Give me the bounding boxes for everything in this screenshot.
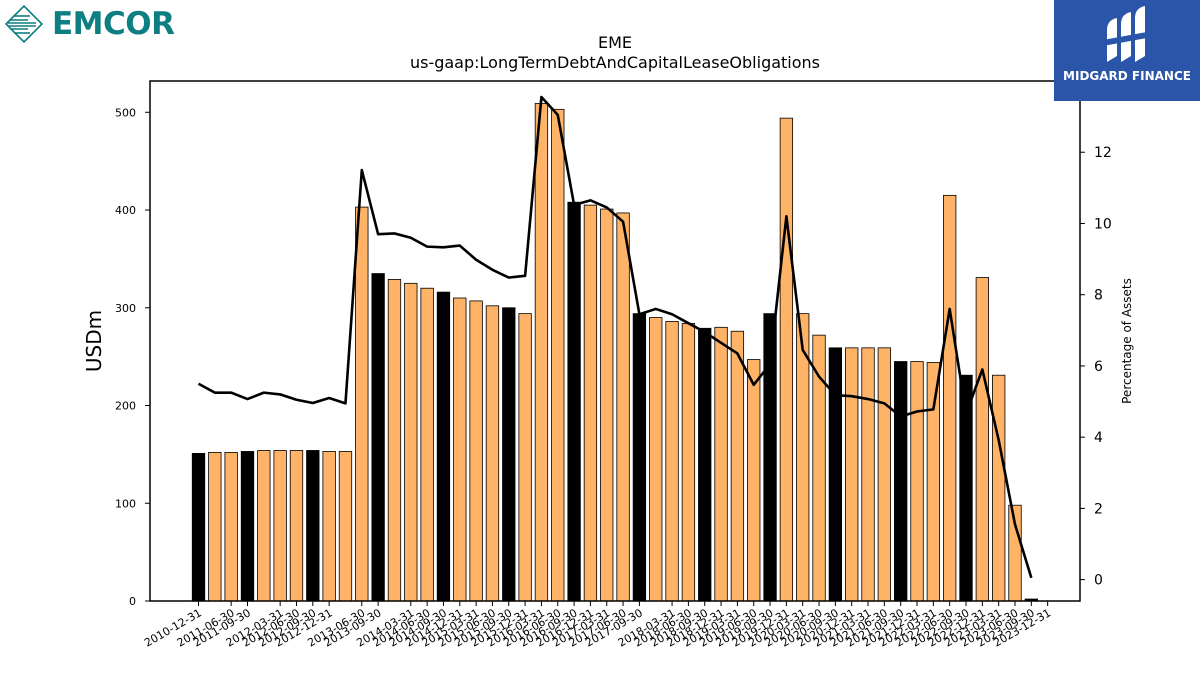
bar-2017-09-30 (632, 313, 647, 602)
bar-2014-09-30 (436, 291, 451, 602)
bar-2016-12-31 (583, 204, 598, 602)
bar-2021-06-30 (877, 347, 892, 602)
bar-2020-09-30 (828, 347, 843, 602)
y-axis: 0 100 200 300 400 500 (115, 106, 150, 608)
bar-2013-03-31 (338, 451, 353, 602)
emcor-logo-icon (4, 4, 44, 44)
x-axis: 2010-12-312011-06-302011-09-302012-03-31… (142, 601, 1053, 650)
y2-tick-label: 2 (1094, 501, 1103, 517)
y2-tick-label: 6 (1094, 359, 1103, 375)
bar-2019-12-31 (779, 117, 794, 602)
bar-2017-12-31 (649, 317, 663, 602)
emcor-logo-text: EMCOR (52, 6, 175, 42)
emcor-logo: EMCOR (4, 4, 179, 44)
y2-axis: 0 2 4 6 8 10 12 (1080, 145, 1112, 589)
bar-2018-06-30 (681, 323, 696, 602)
y2-axis-label: Percentage of Assets (1120, 278, 1134, 404)
midgard-logo: MIDGARD FINANCE (1054, 0, 1200, 101)
bar-2015-03-31 (469, 300, 483, 602)
bar-2022-03-31 (926, 362, 940, 602)
bar-2022-06-30 (943, 194, 957, 602)
bar-2017-06-30 (616, 212, 630, 602)
y-tick-label: 400 (115, 204, 136, 217)
bar-2017-03-31 (600, 208, 614, 602)
bar-2015-12-31 (518, 313, 532, 602)
bar-2018-03-31 (665, 321, 679, 602)
bar-2012-03-31 (273, 450, 287, 602)
y-tick-label: 100 (115, 497, 136, 510)
y2-tick-label: 8 (1094, 288, 1103, 304)
chart-title: EME (598, 33, 632, 52)
y2-tick-label: 0 (1094, 573, 1103, 589)
bar-2014-03-31 (404, 282, 418, 602)
bar-2022-12-31 (975, 277, 989, 602)
bar-2010-12-31 (191, 453, 206, 602)
bar-2016-06-30 (551, 108, 565, 602)
bar-2018-12-31 (714, 326, 728, 602)
chart-subtitle: us-gaap:LongTermDebtAndCapitalLeaseOblig… (410, 53, 820, 72)
bar-2023-03-31 (992, 374, 1006, 602)
midgard-logo-text: MIDGARD FINANCE (1063, 69, 1191, 83)
bar-2016-03-31 (534, 103, 549, 602)
bar-2021-09-30 (894, 361, 908, 602)
bar-2020-12-31 (845, 347, 859, 602)
bar-2013-12-31 (387, 279, 402, 602)
line-group (197, 95, 1033, 579)
bar-2016-09-30 (567, 201, 581, 602)
bar-2018-09-30 (698, 327, 712, 602)
bar-2021-12-31 (910, 361, 924, 602)
y-tick-label: 300 (115, 302, 136, 315)
bar-2019-03-31 (730, 330, 745, 602)
bar-2019-06-30 (747, 359, 761, 602)
bar-2011-03-31 (208, 452, 222, 602)
bar-2015-09-30 (502, 307, 516, 602)
y2-tick-label: 12 (1094, 145, 1112, 161)
bar-2013-06-30 (355, 206, 369, 602)
pct-assets-line (197, 95, 1033, 579)
y-tick-label: 500 (115, 106, 136, 119)
y2-tick-label: 10 (1094, 216, 1112, 232)
y-axis-label: USDm (82, 310, 106, 372)
y2-tick-label: 4 (1094, 430, 1103, 446)
bars-group (191, 103, 1038, 602)
bar-2013-09-30 (371, 273, 385, 602)
y-tick-label: 200 (115, 400, 136, 413)
midgard-logo-icon (1103, 6, 1147, 62)
bar-2014-06-30 (420, 287, 434, 602)
bar-2012-06-30 (289, 450, 304, 602)
y-tick-label: 0 (129, 595, 136, 608)
bar-2011-06-30 (224, 452, 238, 602)
bar-2011-09-30 (240, 451, 255, 602)
bar-2011-12-31 (257, 450, 271, 602)
bar-2014-12-31 (453, 297, 467, 602)
bar-2012-12-31 (322, 451, 336, 602)
plot-frame (149, 80, 1081, 602)
bar-2015-06-30 (485, 305, 500, 602)
bar-2021-03-31 (861, 347, 875, 602)
bar-2012-09-30 (306, 450, 320, 602)
